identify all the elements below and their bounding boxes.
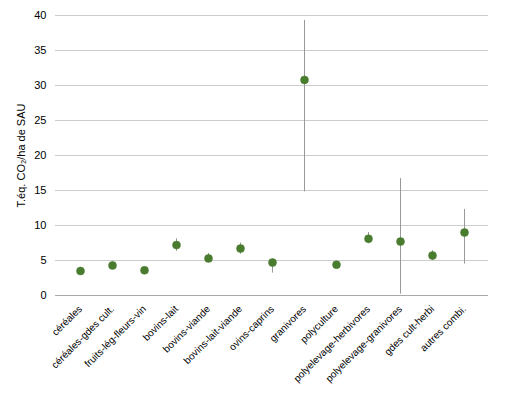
- svg-text:céréales: céréales: [49, 303, 85, 338]
- svg-text:25: 25: [34, 114, 46, 126]
- svg-text:granivores: granivores: [267, 303, 309, 344]
- svg-text:10: 10: [34, 219, 46, 231]
- svg-text:35: 35: [34, 44, 46, 56]
- svg-text:5: 5: [40, 254, 46, 266]
- svg-text:autres combi.: autres combi.: [418, 303, 468, 353]
- svg-text:céréales-gdes cult.: céréales-gdes cult.: [49, 303, 117, 371]
- svg-text:20: 20: [34, 149, 46, 161]
- svg-text:bovins-lait: bovins-lait: [140, 303, 181, 343]
- svg-text:polyculture: polyculture: [298, 303, 341, 346]
- svg-text:40: 40: [34, 9, 46, 21]
- svg-text:polyelevage-granivores: polyelevage-granivores: [323, 303, 405, 385]
- svg-text:T.éq. CO₂/ha de SAU: T.éq. CO₂/ha de SAU: [15, 103, 27, 207]
- svg-text:bovins-viande: bovins-viande: [160, 303, 213, 355]
- svg-text:fruits-lég-fleurs-vin: fruits-lég-fleurs-vin: [82, 303, 148, 369]
- svg-text:bovins-lait-viande: bovins-lait-viande: [181, 303, 244, 366]
- svg-text:30: 30: [34, 79, 46, 91]
- svg-text:gdes cult-herbi: gdes cult-herbi: [382, 303, 437, 358]
- svg-text:ovins-caprins: ovins-caprins: [227, 303, 276, 352]
- svg-text:15: 15: [34, 184, 46, 196]
- svg-text:polyelevage-herbivores: polyelevage-herbivores: [291, 303, 373, 385]
- svg-text:0: 0: [40, 289, 46, 301]
